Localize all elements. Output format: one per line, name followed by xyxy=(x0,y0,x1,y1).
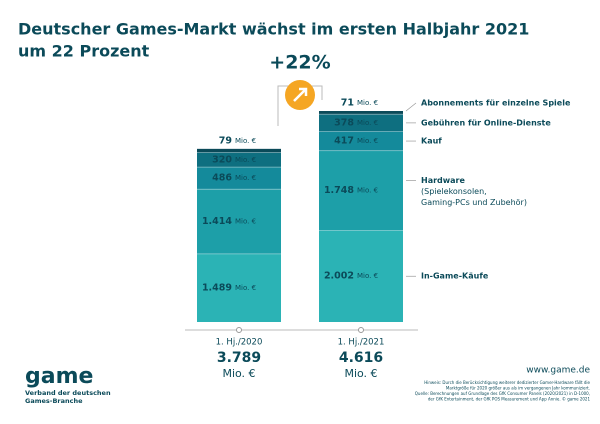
legend-note: (Spielekonsolen, xyxy=(421,187,487,196)
bar-segment xyxy=(319,131,403,151)
logo: game xyxy=(25,364,93,389)
value-unit: Mio. € xyxy=(235,156,256,164)
total-label: 3.789 xyxy=(217,350,261,366)
legend-label: Abonnements für einzelne Spiele xyxy=(421,99,571,108)
bar-segment xyxy=(197,189,281,254)
value-label: 1.489 xyxy=(202,282,232,293)
bar-segment xyxy=(319,111,403,115)
value-unit: Mio. € xyxy=(235,284,256,292)
source-note: der GfK Entertainment, der GfK POS Measu… xyxy=(428,397,591,402)
total-unit: Mio. € xyxy=(344,367,377,380)
value-unit: Mio. € xyxy=(357,187,378,195)
chart-title: um 22 Prozent xyxy=(18,42,150,61)
total-unit: Mio. € xyxy=(222,367,255,380)
bar-segment xyxy=(197,167,281,190)
source-note: Hinweis: Durch die Berücksichtigung weit… xyxy=(424,380,590,385)
bar-segment xyxy=(319,150,403,231)
value-unit: Mio. € xyxy=(357,137,378,145)
legend-note: Gaming-PCs und Zubehör) xyxy=(421,198,527,207)
value-label: 378 xyxy=(334,117,354,128)
x-tick-label: 1. Hj./2020 xyxy=(216,338,263,348)
legend-label: Gebühren für Online-Dienste xyxy=(421,118,551,127)
value-unit: Mio. € xyxy=(357,119,378,127)
bar-segment xyxy=(319,114,403,132)
value-label: 1.414 xyxy=(202,216,232,227)
legend-label: Kauf xyxy=(421,137,442,146)
axis-marker xyxy=(358,327,364,333)
url: www.game.de xyxy=(526,366,590,376)
source-note: Quelle: Berechnungen auf Grundlage des G… xyxy=(415,391,590,396)
value-label: 71 xyxy=(341,98,354,109)
value-label: 79 xyxy=(219,135,232,146)
legend-connector xyxy=(405,102,417,112)
growth-arrow xyxy=(293,87,308,102)
legend-label: Hardware xyxy=(421,176,466,185)
value-label: 1.748 xyxy=(324,185,354,196)
bar-segment xyxy=(319,230,403,322)
organization: Verband der deutschen xyxy=(25,389,111,397)
growth-label: +22% xyxy=(269,52,330,74)
value-unit: Mio. € xyxy=(357,99,378,107)
x-tick-label: 1. Hj./2021 xyxy=(338,338,385,348)
value-unit: Mio. € xyxy=(235,174,256,182)
chart-title: Deutscher Games-Markt wächst im ersten H… xyxy=(18,20,529,39)
bar-segment xyxy=(197,253,281,322)
value-unit: Mio. € xyxy=(357,272,378,280)
value-unit: Mio. € xyxy=(235,218,256,226)
bar-segment xyxy=(197,152,281,168)
bar-segment xyxy=(197,148,281,153)
total-label: 4.616 xyxy=(339,350,383,366)
source-note: Marktgröße für 2020 größer aus als im ve… xyxy=(446,386,590,391)
value-unit: Mio. € xyxy=(235,137,256,145)
value-label: 486 xyxy=(212,173,232,184)
value-label: 417 xyxy=(334,136,354,147)
value-label: 320 xyxy=(212,154,232,165)
axis-marker xyxy=(236,327,242,333)
legend-label: In-Game-Käufe xyxy=(421,272,489,281)
value-label: 2.002 xyxy=(324,271,354,282)
organization: Games-Branche xyxy=(25,397,83,405)
